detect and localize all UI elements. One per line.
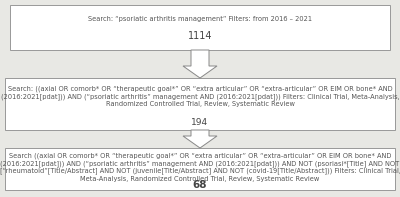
Bar [10, 5, 390, 50]
Text: 1114: 1114 [188, 31, 212, 41]
Text: [“rheumatoid”[Title/Abstract] AND NOT (juvenile[Title/Abstract] AND NOT (covid-1: [“rheumatoid”[Title/Abstract] AND NOT (j… [0, 168, 400, 174]
Text: Search: ((axial OR comorb* OR “therapeutic goal*” OR “extra articular” OR “extra: Search: ((axial OR comorb* OR “therapeut… [8, 86, 392, 92]
Polygon shape [183, 130, 217, 148]
Text: Randomized Controlled Trial, Review, Systematic Review: Randomized Controlled Trial, Review, Sys… [106, 101, 294, 107]
Text: Meta-Analysis, Randomized Controlled Trial, Review, Systematic Review: Meta-Analysis, Randomized Controlled Tri… [80, 176, 320, 181]
Text: (2016:2021[pdat])) AND (“psoriatic arthritis” management AND (2016:2021[pdat])) : (2016:2021[pdat])) AND (“psoriatic arthr… [0, 160, 400, 167]
Text: Search: “psoriatic arthritis management” Filters: from 2016 – 2021: Search: “psoriatic arthritis management”… [88, 16, 312, 22]
Polygon shape [183, 50, 217, 78]
Text: (2016:2021[pdat])) AND (“psoriatic arthritis” management AND (2016:2021[pdat])) : (2016:2021[pdat])) AND (“psoriatic arthr… [1, 93, 399, 100]
Text: 68: 68 [193, 180, 207, 190]
Text: Search ((axial OR comorb* OR “therapeutic goal*” OR “extra articular” OR “extra-: Search ((axial OR comorb* OR “therapeuti… [9, 153, 391, 159]
Text: 194: 194 [192, 117, 208, 126]
Bar [5, 78, 395, 130]
Bar [5, 148, 395, 190]
